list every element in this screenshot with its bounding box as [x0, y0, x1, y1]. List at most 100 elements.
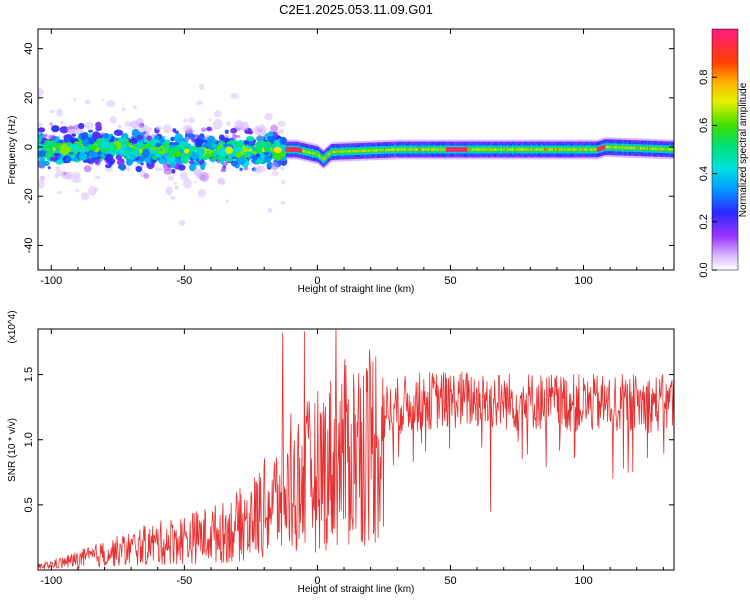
heat-cell: [562, 148, 564, 151]
heat-cell: [637, 146, 639, 150]
heat-blob: [155, 126, 163, 131]
heat-cell: [304, 150, 307, 153]
heat-blob: [280, 167, 285, 171]
heat-blob: [231, 133, 237, 140]
colorbar-tick-label: 0.0: [698, 262, 710, 277]
heat-blob: [277, 129, 285, 134]
heat-cell: [356, 149, 358, 153]
heat-cell: [662, 147, 665, 151]
heat-cell: [574, 148, 576, 151]
heat-cell: [383, 148, 386, 152]
heat-cell: [421, 148, 424, 151]
heat-cell: [295, 148, 297, 151]
heat-blob: [144, 157, 151, 164]
heat-cell: [575, 148, 577, 151]
heat-cell: [497, 148, 499, 151]
heat-blob: [83, 165, 92, 173]
heat-cell: [366, 149, 369, 152]
heat-cell: [368, 149, 370, 152]
heat-cell: [416, 148, 418, 151]
heat-blob: [109, 115, 117, 124]
heat-cell: [503, 148, 505, 151]
heat-blob: [206, 126, 213, 132]
heat-cell: [305, 150, 308, 153]
heat-cell: [327, 153, 329, 157]
heat-blob: [108, 160, 114, 166]
heat-blob: [197, 143, 202, 147]
heat-cell: [427, 148, 430, 151]
y-tick-label: 40: [23, 43, 35, 55]
heat-blob: [59, 139, 64, 143]
heat-cell: [307, 150, 309, 154]
heat-cell: [362, 149, 364, 153]
heat-cell: [632, 146, 635, 150]
heat-cell: [467, 148, 469, 151]
heat-blob: [200, 127, 207, 133]
heat-cell: [321, 156, 323, 160]
heat-cell: [471, 148, 473, 151]
heat-cell: [480, 148, 483, 151]
heat-cell: [328, 152, 330, 156]
heat-blob: [263, 151, 270, 156]
heat-cell: [442, 148, 444, 151]
heat-blob: [79, 140, 84, 144]
heat-cell: [404, 148, 406, 151]
y-tick-label: 1.5: [23, 367, 35, 382]
heat-blob: [243, 140, 250, 145]
heat-cell: [483, 148, 485, 151]
x-tick-label: 50: [444, 275, 456, 287]
heat-cell: [285, 148, 287, 151]
heat-cell: [463, 148, 466, 151]
heat-blob: [198, 188, 207, 198]
heat-cell: [578, 148, 581, 151]
heat-blob: [279, 136, 288, 146]
heat-cell: [431, 148, 433, 151]
heat-cell: [653, 147, 655, 150]
heat-blob: [167, 175, 175, 182]
heat-blob: [225, 157, 234, 163]
heat-blob: [48, 134, 57, 140]
heat-cell: [334, 150, 336, 154]
heat-cell: [502, 148, 504, 151]
heat-blob: [136, 134, 144, 140]
heat-cell: [475, 148, 478, 151]
heat-cell: [353, 149, 356, 153]
heat-blob: [88, 150, 97, 158]
heat-blob: [43, 139, 53, 150]
heat-cell: [526, 148, 528, 151]
heat-cell: [365, 149, 368, 152]
heat-cell: [381, 148, 383, 152]
heat-cell: [611, 146, 613, 149]
heat-blob: [64, 134, 72, 139]
heat-cell: [302, 149, 304, 153]
heat-blob: [152, 155, 157, 160]
heat-cell: [648, 147, 650, 150]
heat-cell: [605, 145, 607, 149]
heat-blob: [236, 164, 240, 168]
heat-cell: [398, 148, 400, 151]
heat-blob: [280, 201, 286, 205]
heat-cell: [473, 148, 475, 151]
heat-blob: [175, 151, 181, 158]
heat-cell: [642, 147, 644, 150]
heat-cell: [669, 148, 672, 151]
heat-blob: [259, 157, 263, 160]
heat-cell: [493, 148, 496, 151]
colorbar-tick-label: 0.8: [698, 70, 710, 85]
heat-cell: [369, 149, 371, 152]
y-tick-label: -40: [23, 237, 35, 253]
heat-cell: [293, 148, 296, 151]
heat-cell: [604, 146, 606, 149]
heat-cell: [610, 145, 612, 149]
heat-blob: [117, 124, 122, 129]
x-tick-label: 100: [574, 275, 592, 287]
heat-cell: [528, 148, 530, 151]
heat-blob: [128, 138, 135, 143]
heat-blob: [146, 135, 152, 141]
heat-cell: [505, 148, 508, 151]
colorbar-ticks: 0.0 0.2 0.4 0.6 0.8: [698, 70, 717, 278]
heat-cell: [612, 146, 614, 149]
heat-cell: [314, 152, 316, 155]
heat-blob: [194, 180, 198, 183]
heat-cell: [417, 148, 419, 151]
